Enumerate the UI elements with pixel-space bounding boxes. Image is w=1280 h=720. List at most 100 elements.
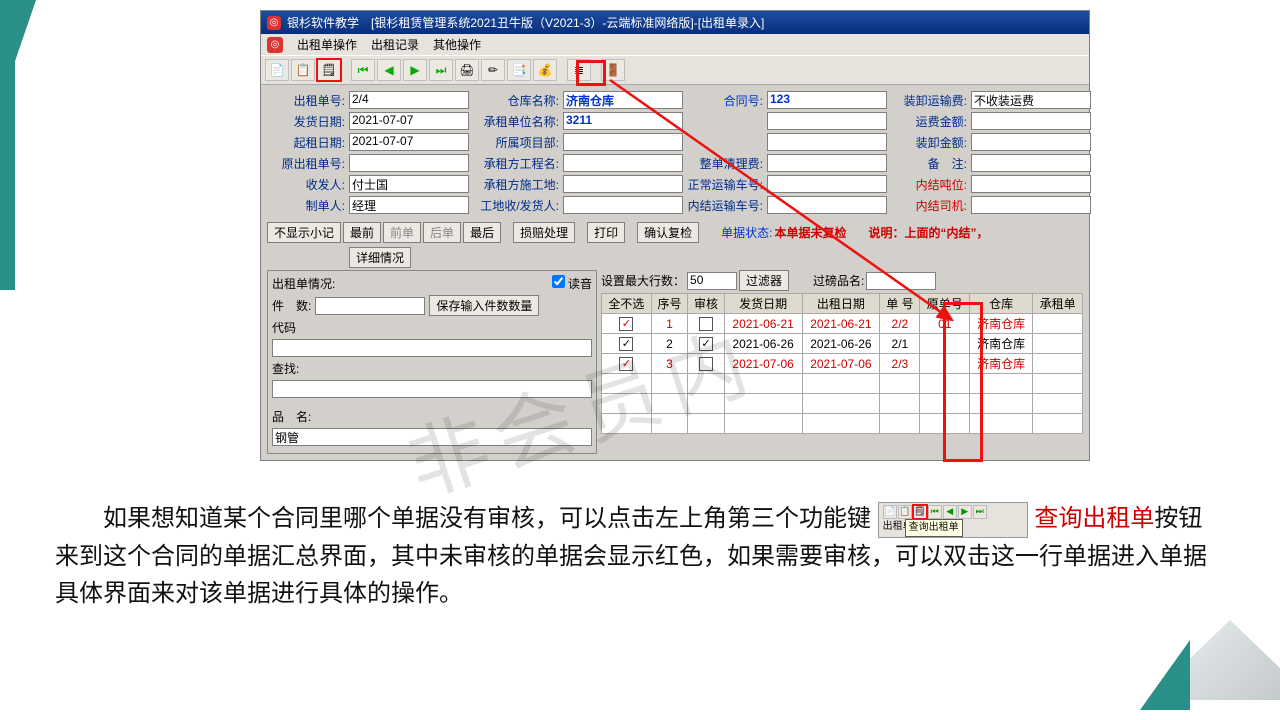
grid-cell[interactable] bbox=[920, 334, 970, 354]
toolbar-button-4[interactable]: ⏮ bbox=[351, 59, 375, 81]
grid-cell[interactable]: 01 bbox=[920, 314, 970, 334]
menu-item[interactable]: 其他操作 bbox=[433, 36, 481, 53]
grid-cell[interactable]: 2021-06-26 bbox=[802, 334, 880, 354]
inline-toolbar-illustration: 📄📋🗒⏮◀▶⏭ 出租单 查询出租单 bbox=[878, 502, 1028, 538]
max-rows-value[interactable]: 50 bbox=[687, 272, 737, 290]
form-label: 内结吨位: bbox=[889, 176, 969, 193]
filter-button[interactable]: 过滤器 bbox=[739, 270, 789, 291]
form-input[interactable]: 2021-07-07 bbox=[349, 133, 469, 151]
action-button[interactable]: 不显示小记 bbox=[267, 222, 341, 243]
grid-cell[interactable]: 3 bbox=[651, 354, 687, 374]
form-input[interactable]: 123 bbox=[767, 91, 887, 109]
toolbar-button-6[interactable]: ▶ bbox=[403, 59, 427, 81]
grid-header[interactable]: 承租单 bbox=[1033, 294, 1083, 314]
grid-cell[interactable] bbox=[602, 334, 652, 354]
form-input[interactable] bbox=[767, 175, 887, 193]
grid-cell[interactable]: 2/3 bbox=[880, 354, 920, 374]
toolbar-button-2[interactable]: 🗒 bbox=[317, 59, 341, 81]
grid-cell[interactable]: 2021-07-06 bbox=[802, 354, 880, 374]
grid-cell[interactable]: 2/2 bbox=[880, 314, 920, 334]
grid-cell[interactable]: 2/1 bbox=[880, 334, 920, 354]
save-count-button[interactable]: 保存输入件数数量 bbox=[429, 295, 539, 316]
grid-cell[interactable]: 2021-06-21 bbox=[724, 314, 802, 334]
search-input[interactable] bbox=[272, 380, 592, 398]
toolbar-button-10[interactable]: 📑 bbox=[507, 59, 531, 81]
form-label: 原出租单号: bbox=[267, 155, 347, 172]
form-input[interactable] bbox=[349, 154, 469, 172]
form-input[interactable] bbox=[563, 175, 683, 193]
form-input[interactable] bbox=[971, 175, 1091, 193]
grid-cell[interactable]: 济南仓库 bbox=[970, 334, 1033, 354]
toolbar-button-5[interactable]: ◀ bbox=[377, 59, 401, 81]
grid-header[interactable]: 全不选 bbox=[602, 294, 652, 314]
grid-cell[interactable] bbox=[602, 354, 652, 374]
grid-header[interactable]: 原单号 bbox=[920, 294, 970, 314]
code-label: 代码 bbox=[272, 319, 296, 336]
grid-cell[interactable] bbox=[1033, 314, 1083, 334]
grid-header[interactable]: 序号 bbox=[651, 294, 687, 314]
count-input[interactable] bbox=[315, 297, 425, 315]
form-input[interactable] bbox=[563, 196, 683, 214]
form-input[interactable]: 付士国 bbox=[349, 175, 469, 193]
toolbar-button-7[interactable]: ⏭ bbox=[429, 59, 453, 81]
action-button[interactable]: 损赔处理 bbox=[513, 222, 575, 243]
form-input[interactable] bbox=[971, 112, 1091, 130]
action-button[interactable]: 前单 bbox=[383, 222, 421, 243]
data-grid[interactable]: 全不选序号审核发货日期出租日期单 号原单号仓库承租单12021-06-21202… bbox=[601, 293, 1083, 434]
grid-cell[interactable] bbox=[1033, 354, 1083, 374]
form-input[interactable]: 经理 bbox=[349, 196, 469, 214]
action-button[interactable]: 确认复检 bbox=[637, 222, 699, 243]
grid-cell[interactable]: 2021-06-26 bbox=[724, 334, 802, 354]
grid-cell[interactable] bbox=[688, 354, 724, 374]
form-input[interactable] bbox=[563, 133, 683, 151]
form-input[interactable]: 3211 bbox=[563, 112, 683, 130]
toolbar-button-13[interactable]: ≣ bbox=[567, 59, 591, 81]
grid-cell[interactable]: 济南仓库 bbox=[970, 354, 1033, 374]
grid-cell[interactable] bbox=[602, 314, 652, 334]
toolbar-button-11[interactable]: 💰 bbox=[533, 59, 557, 81]
read-sound-checkbox[interactable]: 读音 bbox=[552, 275, 592, 292]
form-input[interactable]: 济南仓库 bbox=[563, 91, 683, 109]
toolbar-button-9[interactable]: ✏ bbox=[481, 59, 505, 81]
action-button[interactable]: 后单 bbox=[423, 222, 461, 243]
form-input[interactable] bbox=[971, 133, 1091, 151]
grid-cell[interactable] bbox=[1033, 334, 1083, 354]
action-button[interactable]: 最后 bbox=[463, 222, 501, 243]
detail-button[interactable]: 详细情况 bbox=[349, 247, 411, 268]
grid-cell[interactable] bbox=[920, 354, 970, 374]
form-input[interactable]: 2/4 bbox=[349, 91, 469, 109]
menu-item[interactable]: 出租单操作 bbox=[297, 36, 357, 53]
grid-cell[interactable]: 1 bbox=[651, 314, 687, 334]
code-input[interactable] bbox=[272, 339, 592, 357]
form-label: 合同号: bbox=[685, 92, 765, 109]
form-input[interactable]: 2021-07-07 bbox=[349, 112, 469, 130]
grid-cell[interactable]: 济南仓库 bbox=[970, 314, 1033, 334]
weigh-input[interactable] bbox=[866, 272, 936, 290]
grid-cell[interactable]: 2021-06-21 bbox=[802, 314, 880, 334]
form-input[interactable] bbox=[767, 196, 887, 214]
grid-cell[interactable] bbox=[688, 334, 724, 354]
grid-cell[interactable]: 2 bbox=[651, 334, 687, 354]
grid-header[interactable]: 出租日期 bbox=[802, 294, 880, 314]
grid-header[interactable]: 仓库 bbox=[970, 294, 1033, 314]
menu-item[interactable]: 出租记录 bbox=[371, 36, 419, 53]
form-input[interactable] bbox=[971, 154, 1091, 172]
form-input[interactable] bbox=[767, 133, 887, 151]
toolbar-button-0[interactable]: 📄 bbox=[265, 59, 289, 81]
toolbar-button-8[interactable]: 🖨 bbox=[455, 59, 479, 81]
form-input[interactable] bbox=[767, 112, 887, 130]
toolbar-button-15[interactable]: 🚪 bbox=[601, 59, 625, 81]
grid-header[interactable]: 审核 bbox=[688, 294, 724, 314]
form-input[interactable] bbox=[971, 196, 1091, 214]
form-input[interactable] bbox=[767, 154, 887, 172]
action-button[interactable]: 最前 bbox=[343, 222, 381, 243]
name-input[interactable] bbox=[272, 428, 592, 446]
grid-header[interactable]: 发货日期 bbox=[724, 294, 802, 314]
grid-header[interactable]: 单 号 bbox=[880, 294, 920, 314]
form-input[interactable]: 不收装运费 bbox=[971, 91, 1091, 109]
grid-cell[interactable]: 2021-07-06 bbox=[724, 354, 802, 374]
toolbar-button-1[interactable]: 📋 bbox=[291, 59, 315, 81]
form-input[interactable] bbox=[563, 154, 683, 172]
action-button[interactable]: 打印 bbox=[587, 222, 625, 243]
grid-cell[interactable] bbox=[688, 314, 724, 334]
